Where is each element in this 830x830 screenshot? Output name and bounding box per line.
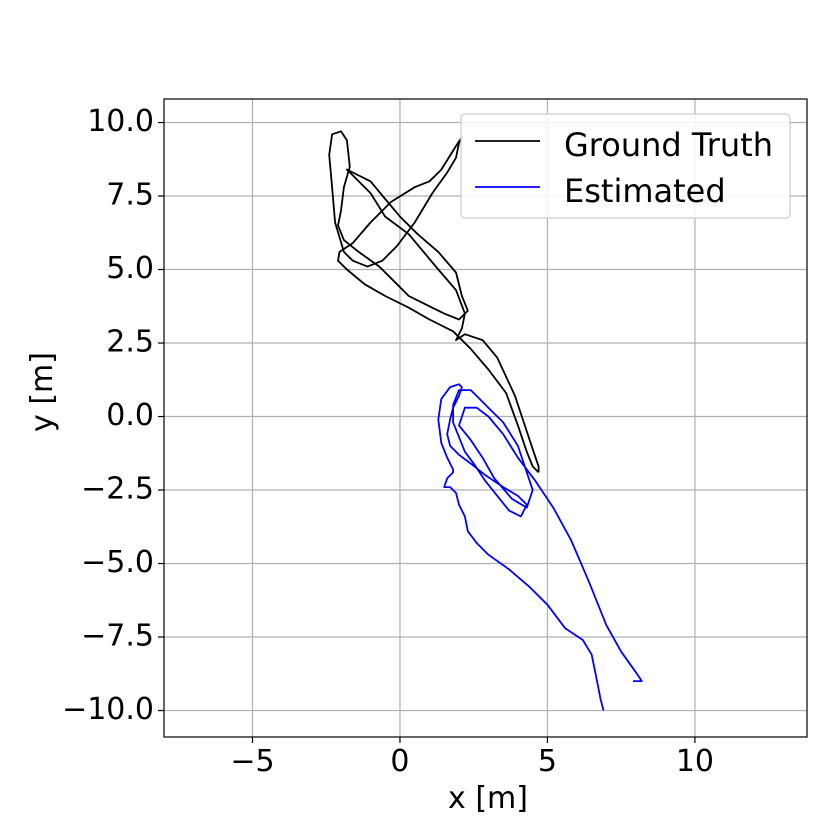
y-tick-label: 2.5 [106, 325, 154, 360]
y-tick-label: −5.0 [81, 545, 154, 580]
x-tick-label: 5 [538, 744, 557, 779]
y-tick-label: 7.5 [106, 178, 154, 213]
plot-frame [163, 98, 808, 738]
y-tick-label: −2.5 [81, 472, 154, 507]
legend: Ground Truth Estimated [460, 113, 791, 219]
y-axis-label: y [m] [25, 352, 60, 432]
y-ticks: 10.0 7.5 5.0 2.5 0.0 −2.5 −5.0 −7.5 −10.0 [62, 104, 164, 727]
series-line-estimated [437, 383, 643, 711]
series-line-ground-truth [328, 130, 540, 474]
x-tick-label: 10 [676, 744, 714, 779]
y-tick-label: 5.0 [106, 251, 154, 286]
y-tick-label: 10.0 [87, 104, 154, 139]
x-ticks: −5 0 5 10 [230, 737, 714, 779]
legend-label-ground-truth: Ground Truth [564, 126, 773, 164]
y-tick-label: −10.0 [62, 692, 154, 727]
y-tick-label: 0.0 [106, 398, 154, 433]
series-lines [328, 130, 643, 711]
x-tick-label: −5 [230, 744, 274, 779]
legend-label-estimated: Estimated [564, 172, 726, 210]
x-tick-label: 0 [390, 744, 409, 779]
legend-box [460, 113, 791, 219]
x-axis-label: x [m] [448, 781, 528, 816]
y-tick-label: −7.5 [81, 619, 154, 654]
